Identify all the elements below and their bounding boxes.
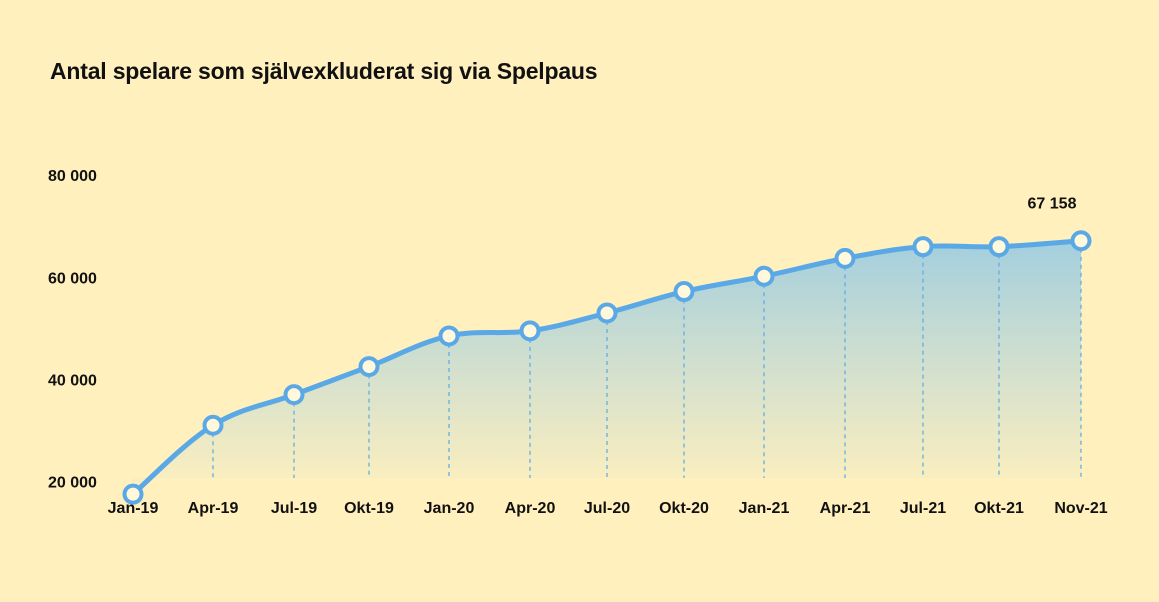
x-tick-label: Apr-21	[820, 500, 871, 517]
area-layer	[133, 240, 1081, 495]
point-okt-20	[673, 281, 695, 303]
drop-lines	[212, 240, 1082, 478]
point-jan-19	[122, 483, 144, 505]
point-jul-19	[283, 384, 305, 406]
point-jan-21	[753, 265, 775, 287]
point-apr-20	[519, 320, 541, 342]
x-tick-label: Jul-21	[900, 500, 946, 517]
y-tick-label: 60 000	[48, 270, 97, 287]
y-axis: 20 000 40 000 60 000 80 000	[48, 168, 97, 491]
y-tick-label: 40 000	[48, 372, 97, 389]
x-tick-label: Okt-19	[344, 500, 394, 517]
point-apr-21	[834, 247, 856, 269]
y-tick-label: 80 000	[48, 168, 97, 185]
x-tick-label: Nov-21	[1054, 500, 1107, 517]
x-tick-label: Jan-21	[739, 500, 790, 517]
point-apr-19	[202, 414, 224, 436]
point-nov-21	[1070, 230, 1092, 252]
x-tick-label: Jul-19	[271, 500, 317, 517]
point-jul-20	[596, 302, 618, 324]
data-labels: 67 158	[1028, 196, 1077, 213]
x-tick-label: Okt-21	[974, 500, 1024, 517]
x-tick-label: Jul-20	[584, 500, 630, 517]
area-fill	[133, 240, 1081, 495]
point-jan-20	[438, 325, 460, 347]
x-tick-label: Jan-20	[424, 500, 475, 517]
x-tick-label: Okt-20	[659, 500, 709, 517]
y-tick-label: 20 000	[48, 474, 97, 491]
data-label-nov-21: 67 158	[1028, 196, 1077, 213]
x-tick-label: Apr-19	[188, 500, 239, 517]
x-axis: Jan-19 Apr-19 Jul-19 Okt-19 Jan-20 Apr-20 Jul-…	[108, 500, 1108, 517]
point-okt-19	[358, 356, 380, 378]
x-tick-label: Jan-19	[108, 500, 159, 517]
chart-title: Antal spelare som självexkluderat sig vi…	[50, 58, 598, 84]
markers	[122, 230, 1092, 505]
point-jul-21	[912, 236, 934, 258]
x-tick-label: Apr-20	[505, 500, 556, 517]
point-okt-21	[988, 236, 1010, 258]
